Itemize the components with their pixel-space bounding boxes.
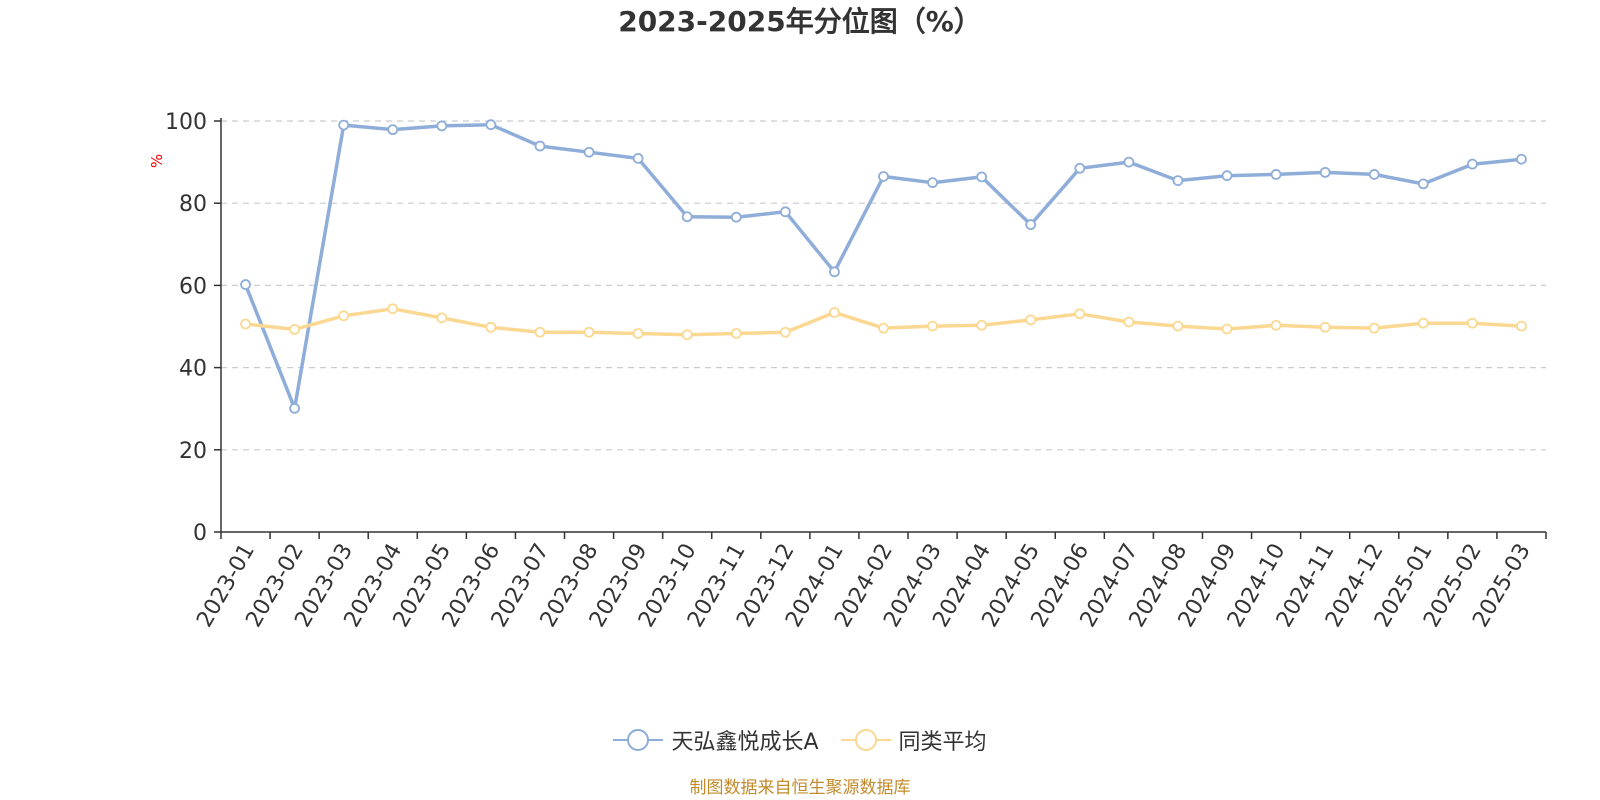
data-point-b — [730, 328, 742, 339]
data-point-a — [1368, 169, 1380, 180]
y-tick-label: 20 — [179, 439, 207, 464]
data-point-a — [1270, 169, 1282, 180]
y-axis-unit-label: % — [148, 154, 166, 168]
data-point-a — [387, 124, 399, 136]
data-point-a — [1516, 153, 1527, 165]
data-point-b — [436, 312, 448, 324]
legend-item-series-a[interactable]: 天弘鑫悦成长A — [613, 724, 819, 756]
data-point-b — [485, 321, 497, 333]
y-tick-label: 100 — [165, 110, 207, 135]
data-point-a — [485, 119, 497, 131]
legend: 天弘鑫悦成长A 同类平均 — [0, 720, 1600, 760]
data-point-b — [1516, 320, 1527, 332]
data-point-b — [632, 328, 644, 339]
data-point-a — [534, 140, 546, 152]
legend-marker-series-b — [840, 729, 891, 751]
data-point-a — [240, 279, 251, 290]
data-point-b — [1368, 322, 1380, 334]
data-point-b — [681, 329, 693, 341]
series-line-a — [243, 122, 1522, 411]
data-point-a — [583, 146, 595, 158]
legend-label-series-a: 天弘鑫悦成长A — [671, 730, 819, 755]
y-tick-label: 80 — [179, 192, 207, 217]
data-point-b — [829, 307, 840, 318]
data-point-a — [436, 120, 448, 132]
data-point-a — [1172, 175, 1184, 186]
chart-title: 2023-2025年分位图（%） — [618, 5, 982, 38]
data-point-b — [1074, 308, 1086, 320]
data-point-b — [1270, 319, 1282, 331]
data-point-a — [878, 171, 889, 182]
data-point-b — [387, 303, 399, 315]
data-point-b — [338, 310, 350, 322]
data-point-b — [1466, 317, 1478, 329]
data-point-a — [1123, 156, 1135, 168]
data-point-a — [927, 177, 938, 189]
data-point-a — [289, 402, 301, 414]
legend-marker-series-a — [613, 729, 664, 751]
legend-label-series-b: 同类平均 — [898, 730, 987, 755]
data-point-b — [878, 322, 889, 334]
data-point-a — [1221, 170, 1233, 182]
y-tick-label: 40 — [179, 357, 207, 382]
data-point-a — [1074, 162, 1086, 174]
data-point-b — [240, 318, 251, 330]
legend-item-series-b[interactable]: 同类平均 — [840, 724, 987, 756]
data-point-b — [1123, 316, 1135, 328]
data-point-b — [1172, 320, 1184, 332]
data-point-b — [1221, 323, 1233, 335]
data-point-a — [779, 206, 791, 218]
data-point-b — [289, 323, 301, 335]
data-point-b — [976, 319, 988, 331]
source-note: 制图数据来自恒生聚源数据库 — [689, 778, 911, 798]
data-point-a — [730, 211, 742, 223]
data-point-a — [681, 211, 693, 223]
data-point-b — [583, 326, 595, 338]
data-point-b — [1417, 317, 1429, 329]
data-point-a — [976, 171, 988, 183]
data-point-b — [927, 320, 938, 332]
y-tick-label: 60 — [179, 274, 207, 299]
data-point-a — [1025, 219, 1037, 230]
data-point-a — [632, 153, 644, 164]
data-point-b — [534, 326, 546, 338]
data-point-a — [1466, 158, 1478, 170]
data-point-a — [1319, 166, 1331, 178]
y-tick-label: 0 — [193, 521, 207, 546]
data-point-b — [1025, 314, 1037, 326]
data-point-b — [1319, 321, 1331, 333]
data-point-b — [779, 326, 791, 338]
data-point-a — [338, 119, 350, 131]
data-point-a — [829, 266, 840, 278]
data-point-a — [1417, 178, 1429, 190]
